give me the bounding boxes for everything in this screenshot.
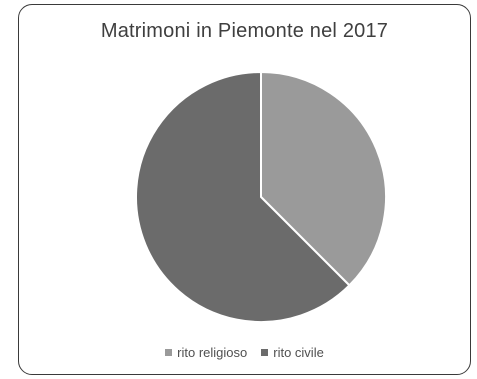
pie-slices [135, 71, 387, 323]
legend-label-rito-religioso: rito religioso [177, 345, 248, 360]
legend-item-rito-civile: rito civile [261, 345, 324, 360]
legend-swatch-rito-religioso [165, 349, 173, 356]
legend-swatch-rito-civile [261, 349, 269, 356]
pie-slice-rito-civile [135, 71, 351, 323]
pie-slice-rito-religioso [260, 71, 387, 287]
legend-item-rito-religioso: rito religioso [165, 345, 247, 360]
legend: rito religioso rito civile [18, 345, 471, 360]
chart-title: Matrimoni in Piemonte nel 2017 [100, 20, 389, 42]
legend-label-rito-civile: rito civile [273, 345, 324, 360]
